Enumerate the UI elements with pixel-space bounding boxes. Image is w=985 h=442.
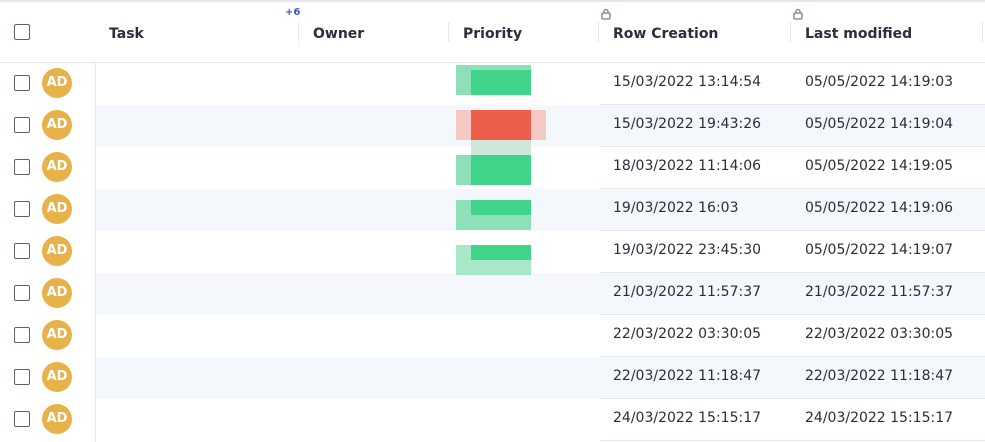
row-creation: 21/03/2022 11:57:37 [613,284,762,300]
row-checkbox[interactable] [14,369,30,385]
row-creation: 22/03/2022 11:18:47 [613,368,762,384]
last-modified: 05/05/2022 14:19:05 [805,158,954,174]
column-divider [448,22,449,42]
column-divider [790,22,791,42]
row-background [96,357,985,399]
row-border [600,230,985,231]
row-creation: 15/03/2022 19:43:26 [613,116,762,132]
blurred-priority [471,200,531,215]
column-divider [598,22,599,42]
row-checkbox[interactable] [14,285,30,301]
column-header[interactable]: Priority [463,26,523,42]
avatar: AD [42,152,72,182]
select-all-checkbox[interactable] [14,24,30,40]
lock-icon [793,8,803,20]
last-modified: 21/03/2022 11:57:37 [805,284,954,300]
hidden-columns-badge[interactable]: +6 [285,7,301,18]
column-header[interactable]: Row Creation [613,26,719,42]
avatar: AD [42,110,72,140]
last-modified: 24/03/2022 15:15:17 [805,410,954,426]
last-modified: 22/03/2022 03:30:05 [805,326,954,342]
row-checkbox[interactable] [14,75,30,91]
last-modified: 05/05/2022 14:19:04 [805,116,954,132]
row-border [600,188,985,189]
avatar: AD [42,362,72,392]
row-creation: 22/03/2022 03:30:05 [613,326,762,342]
last-modified: 05/05/2022 14:19:03 [805,74,954,90]
row-background [96,273,985,315]
top-border [0,0,985,2]
blurred-priority [471,245,531,260]
avatar: AD [42,278,72,308]
row-background [96,189,985,231]
row-checkbox[interactable] [14,117,30,133]
row-creation: 18/03/2022 11:14:06 [613,158,762,174]
last-modified: 22/03/2022 11:18:47 [805,368,954,384]
row-creation: 15/03/2022 13:14:54 [613,74,762,90]
column-header[interactable]: Task [109,26,144,42]
avatar: AD [42,68,72,98]
row-border [600,440,985,441]
row-checkbox[interactable] [14,159,30,175]
row-border [600,356,985,357]
row-checkbox[interactable] [14,201,30,217]
avatar: AD [42,404,72,434]
blurred-priority [471,70,531,95]
row-border [600,146,985,147]
blur-border [95,63,96,442]
row-checkbox[interactable] [14,327,30,343]
row-border [600,398,985,399]
row-border [600,272,985,273]
row-border [600,314,985,315]
lock-icon [601,8,611,20]
row-checkbox[interactable] [14,243,30,259]
row-creation: 19/03/2022 23:45:30 [613,242,762,258]
header-border [0,62,985,63]
avatar: AD [42,194,72,224]
last-modified: 05/05/2022 14:19:07 [805,242,954,258]
row-border [600,104,985,105]
row-creation: 24/03/2022 15:15:17 [613,410,762,426]
row-creation: 19/03/2022 16:03 [613,200,739,216]
column-header[interactable]: Last modified [805,26,913,42]
column-divider [298,22,299,42]
avatar: AD [42,320,72,350]
last-modified: 05/05/2022 14:19:06 [805,200,954,216]
blurred-priority [471,155,531,185]
blurred-priority [471,110,531,140]
column-divider [982,22,983,42]
row-checkbox[interactable] [14,411,30,427]
avatar: AD [42,236,72,266]
column-header[interactable]: Owner [313,26,365,42]
blurred-priority [471,140,531,155]
